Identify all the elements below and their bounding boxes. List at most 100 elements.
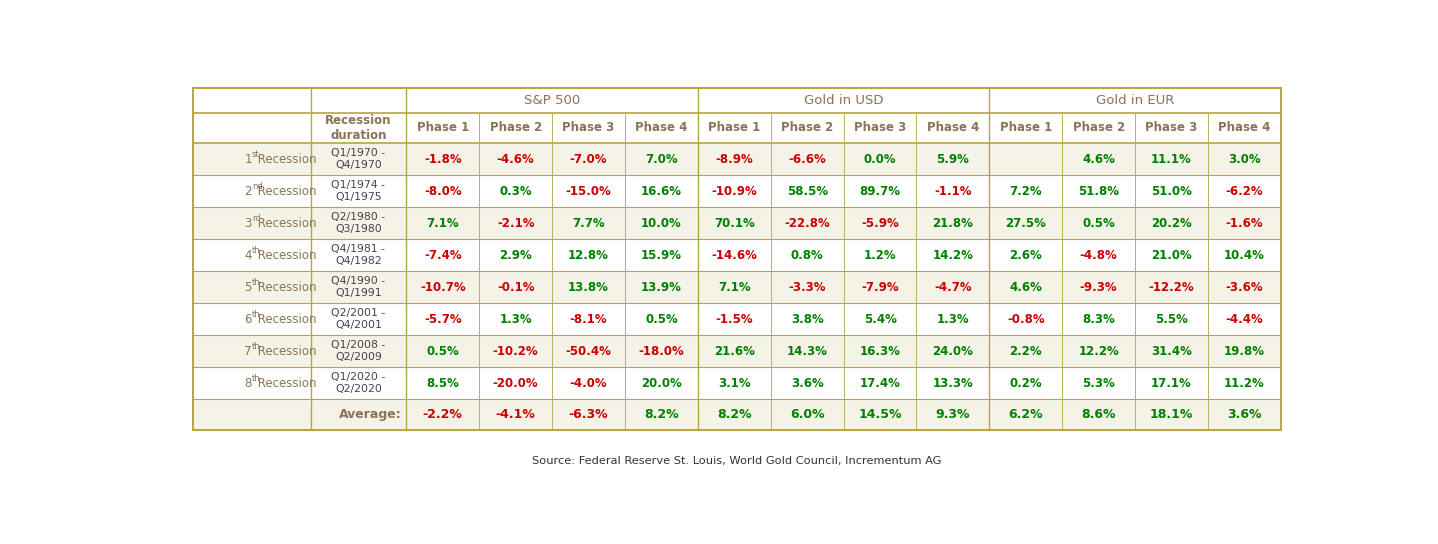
Text: -20.0%: -20.0% — [493, 377, 538, 390]
Text: 3.8%: 3.8% — [791, 313, 824, 326]
Text: th: th — [252, 342, 260, 351]
Text: Phase 3: Phase 3 — [854, 121, 906, 134]
Text: 31.4%: 31.4% — [1150, 345, 1192, 358]
Text: Q2/1980 -
Q3/1980: Q2/1980 - Q3/1980 — [331, 212, 385, 234]
Text: st: st — [252, 150, 259, 159]
Text: 6.0%: 6.0% — [789, 408, 824, 421]
Text: 7: 7 — [244, 345, 252, 358]
Text: -7.9%: -7.9% — [861, 281, 899, 294]
Text: 6: 6 — [244, 313, 252, 326]
Text: 8.2%: 8.2% — [644, 408, 679, 421]
Text: -4.0%: -4.0% — [569, 377, 607, 390]
Text: -8.9%: -8.9% — [715, 152, 754, 165]
Text: 0.0%: 0.0% — [864, 152, 896, 165]
Text: -8.1%: -8.1% — [569, 313, 607, 326]
Text: 7.1%: 7.1% — [427, 217, 459, 230]
Text: Q1/1974 -
Q1/1975: Q1/1974 - Q1/1975 — [331, 180, 385, 202]
Text: Q4/1981 -
Q4/1982: Q4/1981 - Q4/1982 — [331, 244, 385, 266]
Text: 2.6%: 2.6% — [1009, 249, 1043, 262]
Text: -4.7%: -4.7% — [935, 281, 972, 294]
Text: 1: 1 — [244, 152, 252, 165]
Text: -7.4%: -7.4% — [424, 249, 462, 262]
Bar — [193, 335, 1281, 367]
Bar — [193, 399, 1281, 430]
Text: 20.2%: 20.2% — [1152, 217, 1192, 230]
Text: Recession: Recession — [255, 345, 316, 358]
Text: -3.3%: -3.3% — [788, 281, 825, 294]
Text: -15.0%: -15.0% — [565, 184, 611, 197]
Text: -3.6%: -3.6% — [1225, 281, 1263, 294]
Text: -14.6%: -14.6% — [712, 249, 758, 262]
Text: 5.9%: 5.9% — [936, 152, 969, 165]
Text: 5.4%: 5.4% — [864, 313, 896, 326]
Text: 12.2%: 12.2% — [1078, 345, 1119, 358]
Text: Recession: Recession — [255, 377, 316, 390]
Text: 7.7%: 7.7% — [572, 217, 605, 230]
Text: Recession: Recession — [255, 152, 316, 165]
Text: Q2/2001 -
Q4/2001: Q2/2001 - Q4/2001 — [331, 308, 385, 330]
Text: Phase 2: Phase 2 — [1073, 121, 1125, 134]
Text: 17.1%: 17.1% — [1152, 377, 1192, 390]
Text: 2.2%: 2.2% — [1009, 345, 1043, 358]
Text: 0.5%: 0.5% — [1083, 217, 1114, 230]
Text: -50.4%: -50.4% — [565, 345, 611, 358]
Text: 8.3%: 8.3% — [1083, 313, 1114, 326]
Text: 11.1%: 11.1% — [1152, 152, 1192, 165]
Text: -5.9%: -5.9% — [861, 217, 899, 230]
Text: -0.8%: -0.8% — [1007, 313, 1044, 326]
Text: -6.3%: -6.3% — [568, 408, 608, 421]
Text: th: th — [252, 246, 260, 255]
Text: -1.8%: -1.8% — [424, 152, 462, 165]
Text: -1.5%: -1.5% — [716, 313, 754, 326]
Bar — [193, 207, 1281, 239]
Bar — [193, 367, 1281, 399]
Text: 16.3%: 16.3% — [860, 345, 900, 358]
Text: 1.2%: 1.2% — [864, 249, 896, 262]
Text: Recession: Recession — [255, 217, 316, 230]
Text: 8.6%: 8.6% — [1081, 408, 1116, 421]
Text: -5.7%: -5.7% — [424, 313, 462, 326]
Text: -7.0%: -7.0% — [569, 152, 607, 165]
Text: Q1/2020 -
Q2/2020: Q1/2020 - Q2/2020 — [331, 373, 385, 394]
Text: Phase 1: Phase 1 — [707, 121, 761, 134]
Text: Phase 4: Phase 4 — [926, 121, 979, 134]
Text: -2.2%: -2.2% — [423, 408, 463, 421]
Text: 17.4%: 17.4% — [860, 377, 900, 390]
Text: th: th — [252, 310, 260, 319]
Text: th: th — [252, 278, 260, 287]
Text: -2.1%: -2.1% — [498, 217, 535, 230]
Text: 14.3%: 14.3% — [787, 345, 828, 358]
Text: -6.2%: -6.2% — [1225, 184, 1263, 197]
Text: Recession: Recession — [255, 249, 316, 262]
Text: 21.6%: 21.6% — [713, 345, 755, 358]
Text: 51.8%: 51.8% — [1078, 184, 1119, 197]
Text: 16.6%: 16.6% — [641, 184, 682, 197]
Text: Phase 4: Phase 4 — [636, 121, 687, 134]
Text: 15.9%: 15.9% — [641, 249, 682, 262]
Text: 3: 3 — [244, 217, 252, 230]
Text: 13.8%: 13.8% — [568, 281, 608, 294]
Text: 9.3%: 9.3% — [936, 408, 971, 421]
Text: 27.5%: 27.5% — [1005, 217, 1047, 230]
Text: 8.2%: 8.2% — [718, 408, 752, 421]
Text: -1.1%: -1.1% — [935, 184, 972, 197]
Bar — [193, 175, 1281, 207]
Text: 7.2%: 7.2% — [1009, 184, 1043, 197]
Text: Q1/2008 -
Q2/2009: Q1/2008 - Q2/2009 — [331, 341, 385, 362]
Text: Phase 3: Phase 3 — [562, 121, 614, 134]
Text: -12.2%: -12.2% — [1149, 281, 1195, 294]
Text: 14.2%: 14.2% — [932, 249, 974, 262]
Bar — [193, 239, 1281, 271]
Text: rd: rd — [252, 214, 260, 223]
Text: Gold in EUR: Gold in EUR — [1096, 94, 1175, 107]
Text: 4: 4 — [244, 249, 252, 262]
Text: -0.1%: -0.1% — [498, 281, 535, 294]
Text: Recession: Recession — [255, 281, 316, 294]
Text: -4.8%: -4.8% — [1080, 249, 1117, 262]
Text: 5: 5 — [244, 281, 252, 294]
Text: nd: nd — [252, 182, 263, 191]
Text: 7.1%: 7.1% — [718, 281, 751, 294]
Text: th: th — [252, 374, 260, 383]
Text: 51.0%: 51.0% — [1150, 184, 1192, 197]
Text: -22.8%: -22.8% — [784, 217, 830, 230]
